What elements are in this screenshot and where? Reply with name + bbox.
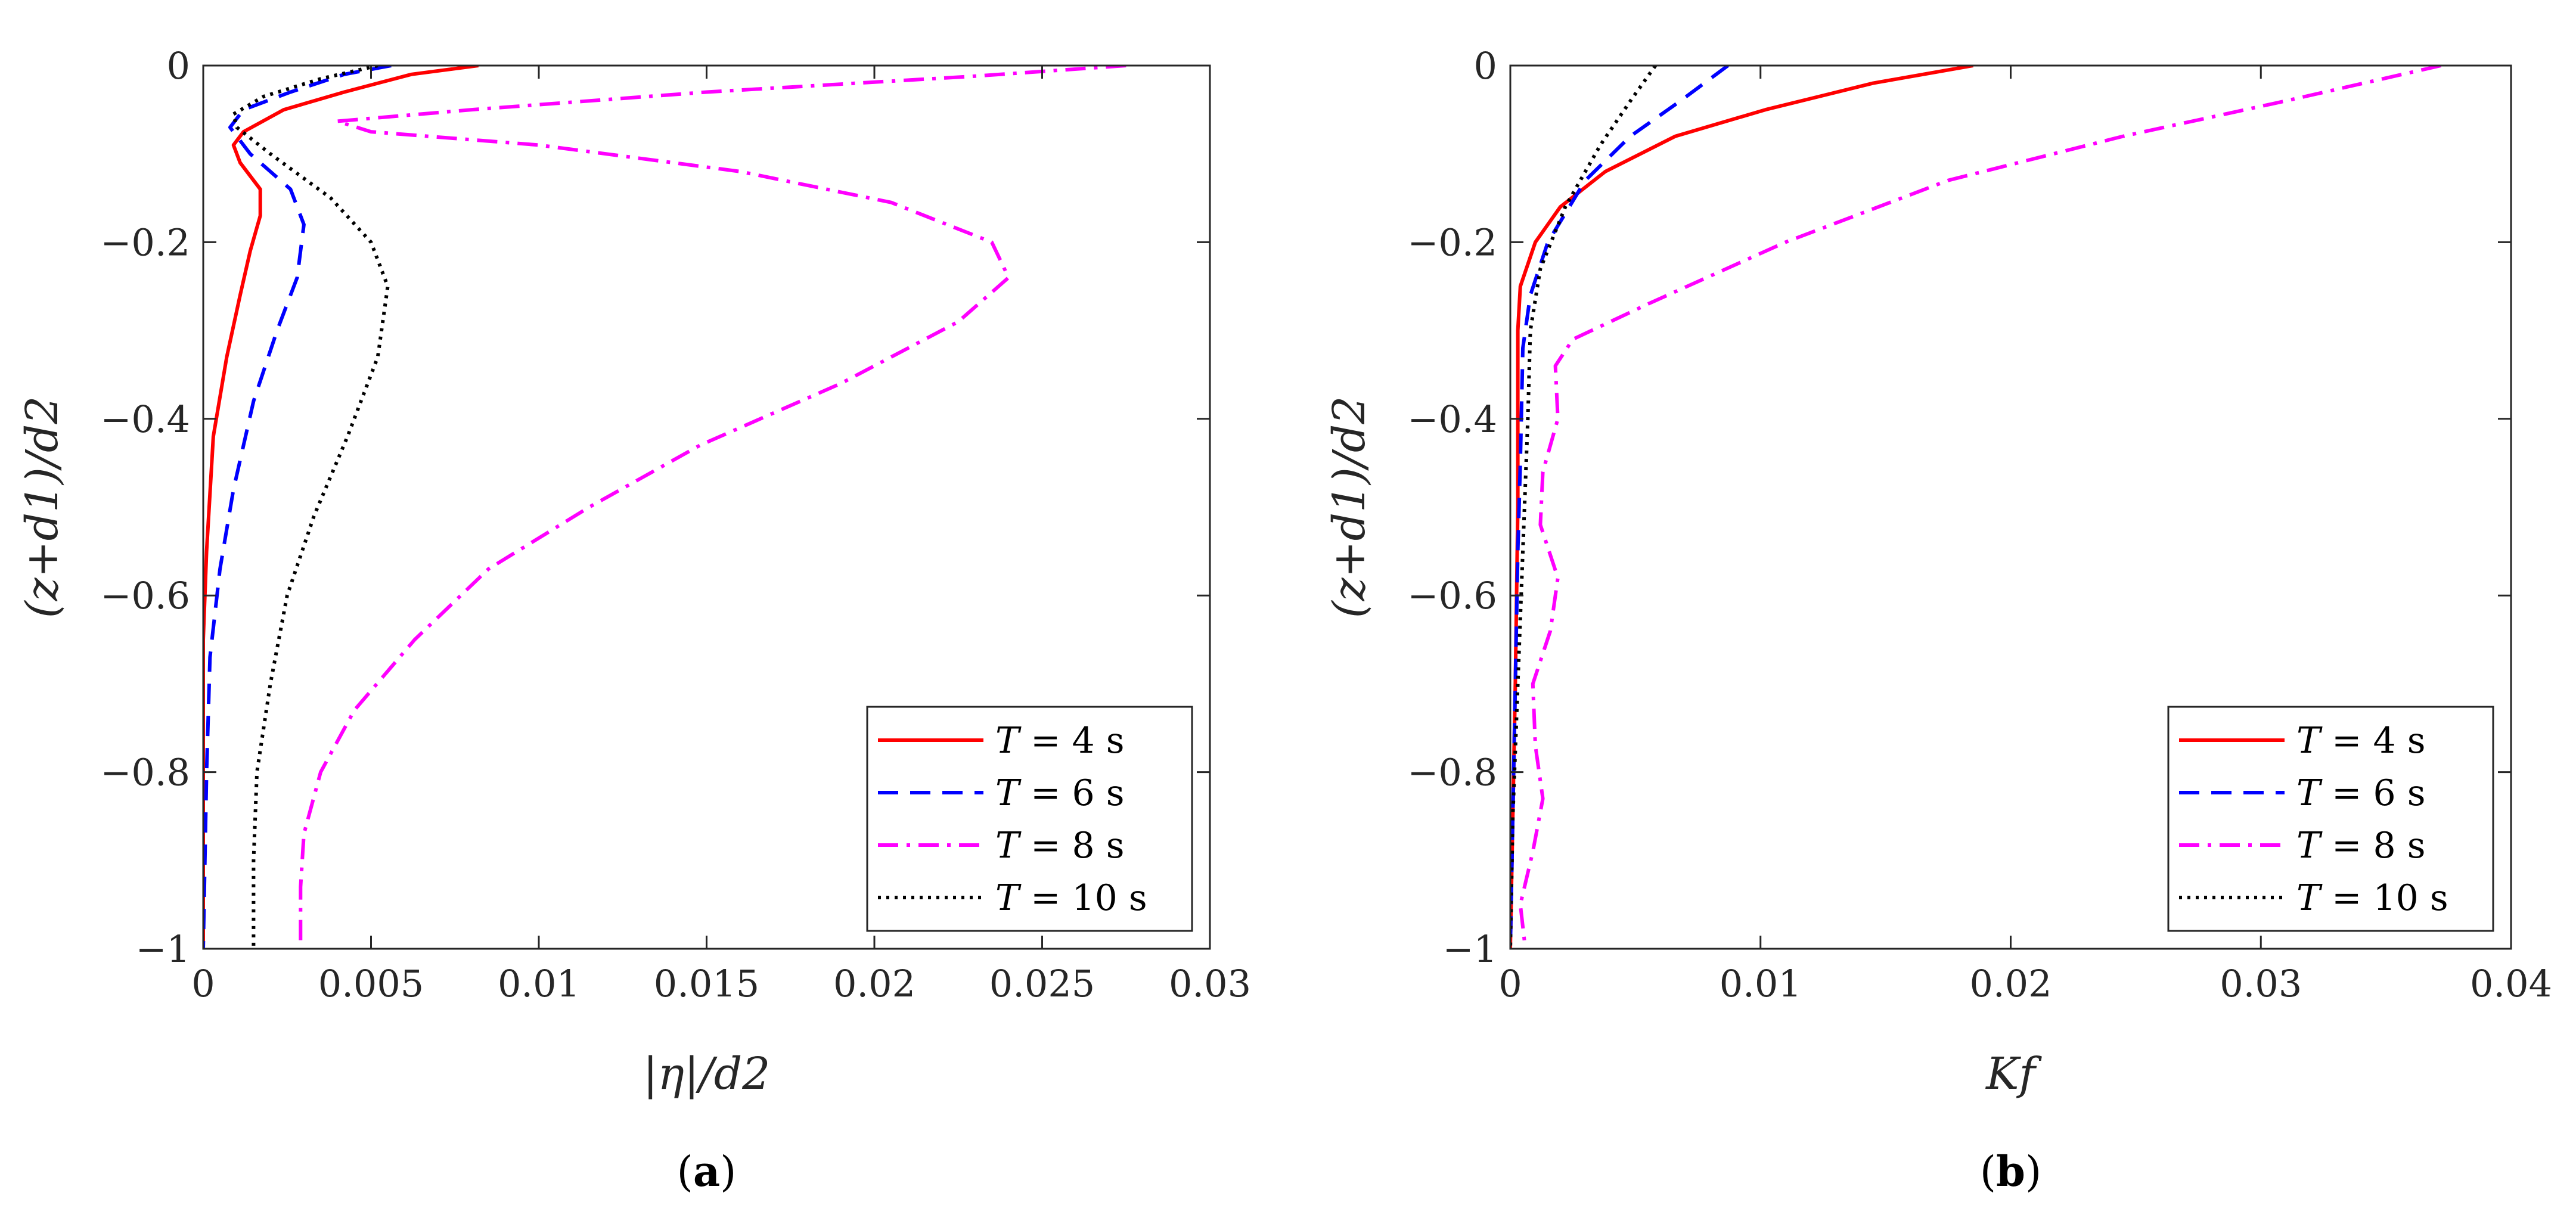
chart-a-x-tick-label: 0.015 <box>654 962 760 1005</box>
chart-b-series-line <box>1510 66 1974 949</box>
chart-b-x-tick-label: 0.04 <box>2470 962 2552 1005</box>
chart-b-x-tick-label: 0.03 <box>2220 962 2302 1005</box>
chart-b-series-line <box>1510 66 1657 949</box>
chart-b-legend-label: T = 4 s <box>2296 720 2426 762</box>
chart-b-y-axis-label: (z+d1)/d2 <box>1324 396 1375 619</box>
chart-b-x-axis-label: Kf <box>1985 1048 2042 1100</box>
chart-a-y-tick-label: −1 <box>136 927 190 971</box>
chart-a-x-tick-label: 0.005 <box>318 962 424 1005</box>
chart-a-legend-label: T = 4 s <box>995 720 1125 762</box>
chart-a-y-tick-label: 0 <box>167 44 190 88</box>
chart-a-series-line <box>299 66 1126 949</box>
chart-b-y-tick-label: −1 <box>1443 927 1497 971</box>
chart-a-series-line <box>203 66 479 949</box>
chart-b-legend-box <box>2167 706 2494 932</box>
chart-b-series-line <box>1518 66 2442 949</box>
chart-a-series-line <box>203 66 392 949</box>
chart-a-x-tick-label: 0.02 <box>833 962 915 1005</box>
chart-b-legend-label: T = 10 s <box>2296 877 2448 919</box>
chart-a-y-tick-label: −0.4 <box>100 398 190 441</box>
chart-b-x-tick-label: 0.02 <box>1969 962 2052 1005</box>
chart-b-y-tick-label: −0.4 <box>1407 398 1497 441</box>
chart-a-x-tick-label: 0.025 <box>989 962 1095 1005</box>
chart-a-series-line <box>231 66 390 949</box>
chart-a-legend-label: T = 10 s <box>995 877 1147 919</box>
chart-a-x-tick-label: 0.03 <box>1169 962 1251 1005</box>
chart-a-y-tick-label: −0.2 <box>100 221 190 264</box>
chart-b-x-tick-label: 0.01 <box>1720 962 1802 1005</box>
chart-b-series-line <box>1510 66 1729 949</box>
chart-a-legend-box <box>866 706 1193 932</box>
chart-a-x-axis-label: |η|/d2 <box>643 1048 771 1100</box>
chart-a-x-tick-label: 0 <box>191 962 215 1005</box>
chart-a-panel-label: (a) <box>677 1147 737 1196</box>
panel-a: 0 0.005 0.01 0.015 0.02 0.025 0.03 0 −0.2 −0.4 −0.… <box>17 44 1251 1196</box>
chart-b-panel-label: (b) <box>1980 1147 2042 1196</box>
chart-a-legend-label: T = 8 s <box>995 825 1125 867</box>
chart-a-y-tick-label: −0.8 <box>100 751 190 794</box>
chart-a-legend-label: T = 6 s <box>995 772 1125 814</box>
chart-b-y-tick-label: 0 <box>1474 44 1497 88</box>
chart-a-x-tick-label: 0.01 <box>498 962 580 1005</box>
chart-a-y-axis-label: (z+d1)/d2 <box>17 396 68 619</box>
chart-b-legend-label: T = 6 s <box>2296 772 2426 814</box>
chart-b-legend-label: T = 8 s <box>2296 825 2426 867</box>
chart-b-y-tick-label: −0.8 <box>1407 751 1497 794</box>
chart-b-y-tick-label: −0.2 <box>1407 221 1497 264</box>
chart-b-x-tick-label: 0 <box>1498 962 1522 1005</box>
chart-a-y-tick-label: −0.6 <box>100 574 190 617</box>
chart-b-y-tick-label: −0.6 <box>1407 574 1497 617</box>
panel-b: 0 0.01 0.02 0.03 0.04 0 −0.2 −0.4 −0.6 −0.8 −1 (z+d… <box>1324 44 2552 1196</box>
